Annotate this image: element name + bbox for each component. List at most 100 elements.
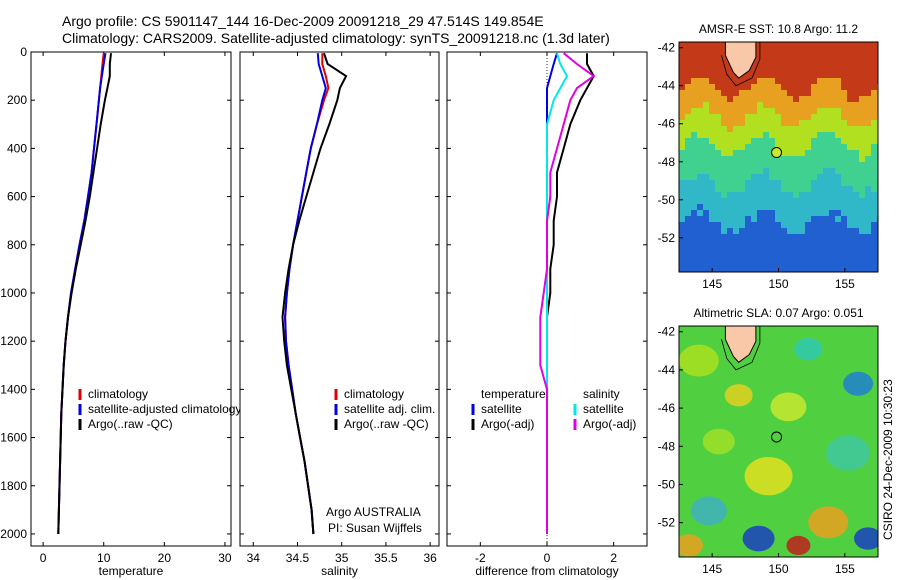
sst-cell <box>703 132 709 138</box>
sst-cell <box>853 222 859 228</box>
sst-cell <box>697 60 703 66</box>
sst-cell <box>811 42 817 48</box>
sst-cell <box>787 246 793 252</box>
sst-cell <box>805 144 811 150</box>
sst-cell <box>727 126 733 132</box>
sst-cell <box>751 138 757 144</box>
sst-cell <box>835 216 841 222</box>
sst-cell <box>823 252 829 258</box>
sst-cell <box>685 84 691 90</box>
sst-cell <box>679 120 685 126</box>
sst-cell <box>721 120 727 126</box>
sst-cell <box>835 264 841 270</box>
sst-cell <box>775 132 781 138</box>
sst-cell <box>805 102 811 108</box>
sst-cell <box>763 216 769 222</box>
sst-cell <box>763 246 769 252</box>
sst-cell <box>823 42 829 48</box>
sst-cell <box>733 222 739 228</box>
sst-cell <box>853 192 859 198</box>
sst-cell <box>703 66 709 72</box>
sst-cell <box>697 180 703 186</box>
sst-cell <box>715 108 721 114</box>
sst-cell <box>721 72 727 78</box>
sst-cell <box>805 72 811 78</box>
sst-cell <box>685 60 691 66</box>
sst-cell <box>739 114 745 120</box>
sst-cell <box>751 150 757 156</box>
sst-cell <box>727 240 733 246</box>
sst-cell <box>823 264 829 270</box>
sst-cell <box>805 222 811 228</box>
sst-cell <box>697 246 703 252</box>
sst-cell <box>823 96 829 102</box>
sst-cell <box>847 246 853 252</box>
sst-cell <box>775 60 781 66</box>
institution-label: Argo AUSTRALIA <box>326 505 421 519</box>
sst-cell <box>793 264 799 270</box>
sst-cell <box>763 72 769 78</box>
sst-cell <box>847 168 853 174</box>
sst-cell <box>799 210 805 216</box>
sst-cell <box>715 84 721 90</box>
sst-cell <box>703 72 709 78</box>
sst-cell <box>829 90 835 96</box>
sst-cell <box>757 138 763 144</box>
sst-cell <box>709 168 715 174</box>
sst-cell <box>847 126 853 132</box>
sst-cell <box>745 78 751 84</box>
sst-cell <box>691 126 697 132</box>
sst-cell <box>871 42 877 48</box>
sst-cell <box>715 210 721 216</box>
sst-cell <box>817 240 823 246</box>
sst-cell <box>781 120 787 126</box>
sst-cell <box>811 180 817 186</box>
sst-cell <box>775 72 781 78</box>
sst-cell <box>871 66 877 72</box>
sst-cell <box>865 144 871 150</box>
sst-cell <box>871 180 877 186</box>
sst-cell <box>817 150 823 156</box>
sst-cell <box>727 228 733 234</box>
sst-cell <box>799 144 805 150</box>
sst-cell <box>775 90 781 96</box>
sst-cell <box>865 108 871 114</box>
sst-cell <box>847 138 853 144</box>
sst-cell <box>823 126 829 132</box>
sst-cell <box>871 240 877 246</box>
sst-cell <box>715 204 721 210</box>
sst-cell <box>733 168 739 174</box>
sst-cell <box>799 240 805 246</box>
sst-cell <box>709 66 715 72</box>
sst-cell <box>805 198 811 204</box>
sst-cell <box>835 96 841 102</box>
sst-cell <box>769 126 775 132</box>
sst-cell <box>769 138 775 144</box>
sst-cell <box>691 264 697 270</box>
sst-cell <box>697 138 703 144</box>
sst-cell <box>841 246 847 252</box>
sst-cell <box>757 228 763 234</box>
sst-cell <box>835 126 841 132</box>
sst-cell <box>739 108 745 114</box>
sst-cell <box>793 138 799 144</box>
sst-cell <box>847 222 853 228</box>
sst-cell <box>721 174 727 180</box>
sst-cell <box>763 78 769 84</box>
sst-cell <box>835 252 841 258</box>
sst-cell <box>763 258 769 264</box>
sst-cell <box>811 108 817 114</box>
sst-cell <box>763 162 769 168</box>
sst-cell <box>781 66 787 72</box>
sst-cell <box>709 156 715 162</box>
sst-cell <box>853 264 859 270</box>
sst-cell <box>793 240 799 246</box>
sst-cell <box>685 228 691 234</box>
sst-cell <box>859 150 865 156</box>
sst-cell <box>811 72 817 78</box>
sst-cell <box>817 156 823 162</box>
sst-cell <box>727 66 733 72</box>
sst-cell <box>793 144 799 150</box>
sst-cell <box>709 162 715 168</box>
